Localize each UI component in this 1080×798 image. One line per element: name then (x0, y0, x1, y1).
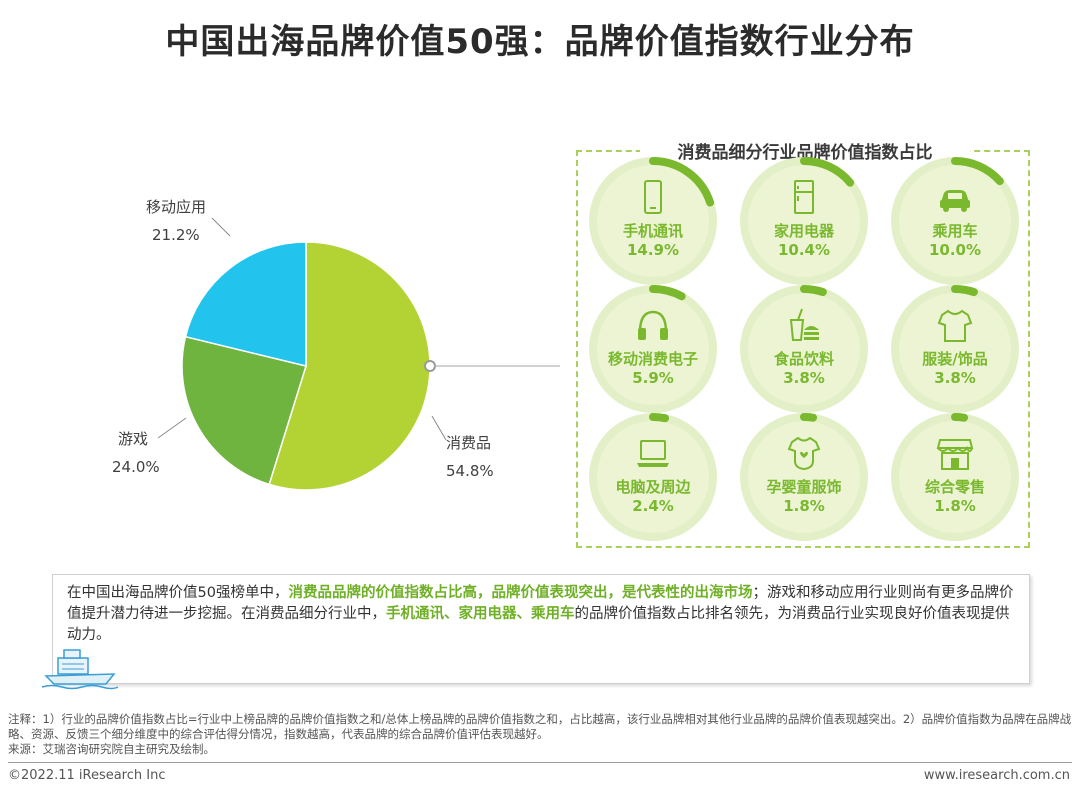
progress-ring (891, 285, 1019, 413)
progress-arc (740, 413, 868, 541)
subindustry-card: 食品饮料 3.8% (740, 285, 868, 413)
subindustry-name: 服装/饰品 (922, 350, 988, 368)
phone-icon (644, 180, 662, 214)
pie-slice (268, 241, 431, 491)
copyright: ©2022.11 iResearch Inc (8, 768, 166, 783)
progress-ring (740, 413, 868, 541)
subindustry-card: 服装/饰品 3.8% (891, 285, 1019, 413)
food-icon (789, 308, 819, 341)
progress-arc (740, 285, 868, 413)
subindustry-name: 手机通讯 (622, 222, 683, 240)
pie-value-label: 21.2% (152, 226, 200, 244)
note-text: 注释：1）行业的品牌价值指数占比=行业中上榜品牌的品牌价值指数之和/总体上榜品牌… (8, 712, 1072, 741)
pie-category-label: 移动应用 (146, 198, 206, 216)
pie-slice (181, 335, 307, 486)
fridge-icon (794, 180, 814, 214)
connector-dot (424, 360, 436, 372)
subindustry-card: 综合零售 1.8% (891, 413, 1019, 541)
onesie-icon (787, 436, 821, 471)
pie-category-label: 游戏 (118, 430, 148, 448)
subindustry-card: 孕婴童服饰 1.8% (740, 413, 868, 541)
subindustry-name: 综合零售 (924, 478, 985, 496)
progress-arc (589, 413, 717, 541)
subindustry-name: 孕婴童服饰 (766, 478, 842, 496)
progress-ring (589, 157, 717, 285)
subindustry-name: 乘用车 (932, 222, 978, 240)
ship-icon (41, 649, 119, 690)
progress-ring (891, 157, 1019, 285)
subindustry-percent: 3.8% (783, 369, 825, 387)
pie-slice (184, 241, 307, 367)
subindustry-name: 电脑及周边 (615, 478, 691, 496)
subindustry-card: 手机通讯 14.9% (589, 157, 717, 285)
summary-text-1: 在中国出海品牌价值50强榜单中， (67, 585, 289, 601)
progress-ring (589, 285, 717, 413)
progress-arc (891, 413, 1019, 541)
progress-arc (589, 285, 717, 413)
shirt-icon (937, 309, 973, 342)
subindustry-percent: 14.9% (626, 241, 680, 259)
summary-text-3: 的品牌价值指数占比排名领先，为消费品行业实现良好价值表现提供动力。 (67, 606, 1010, 643)
progress-arc (740, 157, 868, 285)
progress-ring (891, 413, 1019, 541)
summary-text-2: ；游戏和移动应用行业则尚有更多品牌价值提升潜力待进一步挖掘。在消费品细分行业中， (67, 585, 1014, 622)
source-text: 来源：艾瑞咨询研究院自主研究及绘制。 (8, 742, 215, 756)
subindustry-card: 家用电器 10.4% (740, 157, 868, 285)
pie-leader-line (211, 217, 231, 237)
summary-box: 在中国出海品牌价值50强榜单中，消费品品牌的价值指数占比高，品牌价值表现突出，是… (52, 574, 1030, 684)
pie-leader-line (157, 417, 187, 439)
subindustry-percent: 10.0% (928, 241, 982, 259)
progress-ring (740, 285, 868, 413)
pie-category-label: 消费品 (446, 434, 491, 452)
pie-value-label: 24.0% (112, 458, 160, 476)
subindustry-percent: 5.9% (632, 369, 674, 387)
summary-highlight-2: 手机通讯、家用电器、乘用车 (386, 606, 575, 622)
subindustry-percent: 1.8% (783, 497, 825, 515)
progress-arc (891, 285, 1019, 413)
pie-leader-line (431, 415, 447, 441)
summary-highlight-1: 消费品品牌的价值指数占比高，品牌价值表现突出，是代表性的出海市场 (288, 585, 753, 601)
subindustry-card: 乘用车 10.0% (891, 157, 1019, 285)
subindustry-percent: 3.8% (934, 369, 976, 387)
pie-value-label: 54.8% (446, 462, 494, 480)
laptop-icon (637, 440, 669, 467)
progress-ring (589, 413, 717, 541)
subindustry-card: 移动消费电子 5.9% (589, 285, 717, 413)
headphones-icon (638, 310, 668, 340)
footer-divider (8, 762, 1072, 763)
car-icon (940, 190, 970, 212)
subindustry-name: 食品饮料 (773, 350, 834, 368)
subindustry-percent: 2.4% (632, 497, 674, 515)
store-icon (936, 439, 974, 470)
pie-chart: 消费品 54.8% 游戏 24.0% 移动应用 21.2% (112, 198, 560, 491)
subindustry-name: 移动消费电子 (607, 350, 698, 368)
notes: 注释：1）行业的品牌价值指数占比=行业中上榜品牌的品牌价值指数之和/总体上榜品牌… (8, 712, 1074, 757)
page-title: 中国出海品牌价值50强：品牌价值指数行业分布 (165, 22, 915, 62)
subindustry-card: 电脑及周边 2.4% (589, 413, 717, 541)
subindustry-percent: 10.4% (777, 241, 831, 259)
footer-url[interactable]: www.iresearch.com.cn (923, 768, 1070, 783)
progress-arc (891, 157, 1019, 285)
progress-arc (589, 157, 717, 285)
progress-ring (740, 157, 868, 285)
subindustry-percent: 1.8% (934, 497, 976, 515)
subindustry-name: 家用电器 (773, 222, 834, 240)
